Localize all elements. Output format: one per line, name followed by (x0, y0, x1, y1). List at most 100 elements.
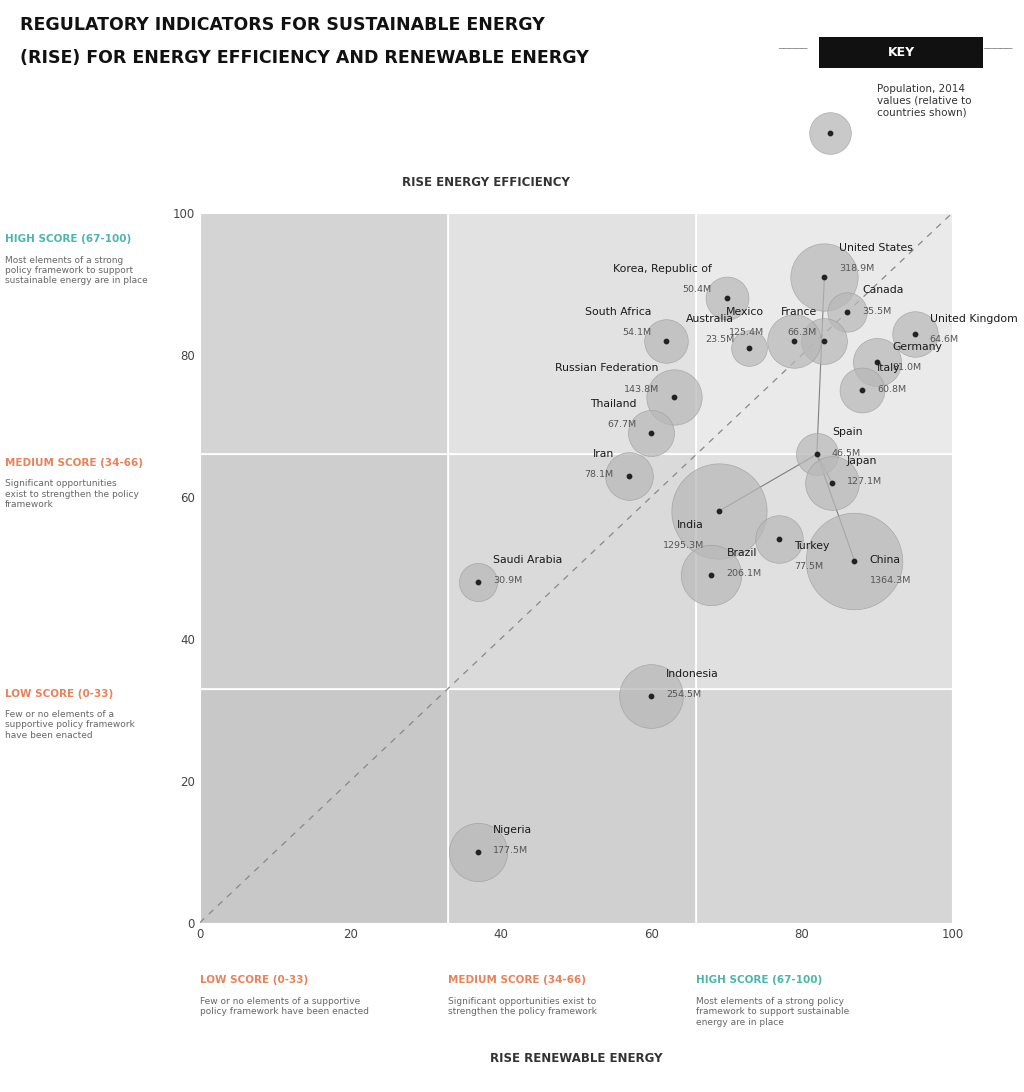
Text: Significant opportunities exist to
strengthen the policy framework: Significant opportunities exist to stren… (449, 997, 597, 1017)
Point (719, 289, 735, 307)
Text: 64.6M: 64.6M (930, 335, 958, 344)
Point (822, 124, 839, 142)
Bar (200, 454, 449, 688)
Bar (449, 213, 696, 454)
Text: Few or no elements of a
supportive policy framework
have been enacted: Few or no elements of a supportive polic… (5, 710, 135, 739)
Text: HIGH SCORE (67-100): HIGH SCORE (67-100) (696, 975, 822, 985)
Text: 1364.3M: 1364.3M (869, 577, 911, 585)
Text: Most elements of a strong
policy framework to support
sustainable energy are in : Most elements of a strong policy framewo… (5, 256, 147, 285)
Point (868, 353, 885, 370)
Text: Significant opportunities
exist to strengthen the policy
framework: Significant opportunities exist to stren… (5, 479, 139, 509)
Text: 30.9M: 30.9M (494, 577, 522, 585)
Text: Spain: Spain (831, 427, 862, 437)
Text: Brazil: Brazil (727, 548, 757, 558)
Text: HIGH SCORE (67-100): HIGH SCORE (67-100) (5, 235, 131, 245)
Point (643, 687, 659, 704)
Text: 177.5M: 177.5M (494, 846, 528, 855)
Text: Japan: Japan (847, 455, 878, 465)
Point (839, 304, 855, 321)
Text: 60.8M: 60.8M (877, 384, 906, 394)
Text: 318.9M: 318.9M (840, 264, 874, 273)
Point (846, 551, 862, 570)
Point (854, 382, 870, 400)
Point (816, 332, 833, 349)
Point (741, 339, 758, 356)
Text: 78.1M: 78.1M (585, 470, 613, 479)
Point (470, 573, 486, 591)
Point (666, 389, 682, 406)
Point (786, 332, 803, 349)
Text: ─────: ───── (778, 44, 808, 55)
Point (643, 687, 659, 704)
Text: 50.4M: 50.4M (682, 285, 712, 295)
Bar (696, 454, 952, 688)
Text: Most elements of a strong policy
framework to support sustainable
energy are in : Most elements of a strong policy framewo… (696, 997, 850, 1026)
Point (621, 467, 637, 485)
Point (643, 424, 659, 441)
Text: 46.5M: 46.5M (831, 449, 861, 458)
Text: Canada: Canada (862, 285, 903, 295)
Text: (RISE) FOR ENERGY EFFICIENCY AND RENEWABLE ENERGY: (RISE) FOR ENERGY EFFICIENCY AND RENEWAB… (20, 49, 589, 67)
Point (741, 339, 758, 356)
Bar (449, 454, 696, 688)
Text: Thailand: Thailand (590, 399, 636, 408)
Point (470, 573, 486, 591)
Text: Turkey: Turkey (795, 541, 829, 550)
Text: 54.1M: 54.1M (623, 328, 651, 337)
Point (809, 446, 825, 463)
Text: Germany: Germany (892, 342, 942, 352)
Text: 206.1M: 206.1M (727, 569, 762, 579)
Point (719, 289, 735, 307)
Text: 1295.3M: 1295.3M (663, 541, 703, 550)
Text: MEDIUM SCORE (34-66): MEDIUM SCORE (34-66) (5, 458, 143, 467)
Text: 127.1M: 127.1M (847, 477, 882, 486)
Point (786, 332, 803, 349)
Point (816, 268, 833, 285)
Text: ─────: ───── (983, 44, 1013, 55)
Text: China: China (869, 555, 900, 565)
Text: RISE RENEWABLE ENERGY: RISE RENEWABLE ENERGY (489, 1052, 663, 1065)
Text: 81.0M: 81.0M (892, 364, 922, 372)
Point (809, 446, 825, 463)
Text: Indonesia: Indonesia (667, 668, 719, 678)
Text: United States: United States (840, 242, 913, 252)
Bar (696, 688, 952, 923)
Text: Korea, Republic of: Korea, Republic of (612, 264, 712, 274)
Point (771, 531, 787, 548)
Point (658, 332, 675, 349)
Text: 66.3M: 66.3M (787, 328, 817, 337)
Point (470, 843, 486, 860)
Text: 23.5M: 23.5M (705, 335, 734, 344)
Bar (449, 688, 696, 923)
Text: Saudi Arabia: Saudi Arabia (494, 555, 562, 565)
Text: LOW SCORE (0-33): LOW SCORE (0-33) (5, 688, 114, 699)
Text: MEDIUM SCORE (34-66): MEDIUM SCORE (34-66) (449, 975, 586, 985)
Point (711, 502, 727, 520)
Point (771, 531, 787, 548)
Point (823, 474, 840, 491)
Point (906, 325, 923, 343)
Point (816, 332, 833, 349)
Text: Iran: Iran (592, 449, 613, 459)
Point (621, 467, 637, 485)
Text: 67.7M: 67.7M (607, 420, 636, 429)
Text: United Kingdom: United Kingdom (930, 313, 1018, 323)
Point (711, 502, 727, 520)
Text: Russian Federation: Russian Federation (555, 364, 658, 373)
Bar (696, 213, 952, 454)
Text: LOW SCORE (0-33): LOW SCORE (0-33) (200, 975, 308, 985)
Text: 77.5M: 77.5M (795, 562, 823, 571)
Text: Italy: Italy (877, 364, 900, 373)
Point (822, 124, 839, 142)
Point (658, 332, 675, 349)
Text: Mexico: Mexico (726, 307, 764, 317)
Point (470, 843, 486, 860)
Point (703, 566, 720, 583)
Point (846, 551, 862, 570)
Text: 125.4M: 125.4M (729, 328, 764, 337)
Text: RISE ENERGY EFFICIENCY: RISE ENERGY EFFICIENCY (401, 176, 569, 189)
Point (868, 353, 885, 370)
Text: 254.5M: 254.5M (667, 690, 701, 699)
Point (906, 325, 923, 343)
Bar (200, 688, 449, 923)
